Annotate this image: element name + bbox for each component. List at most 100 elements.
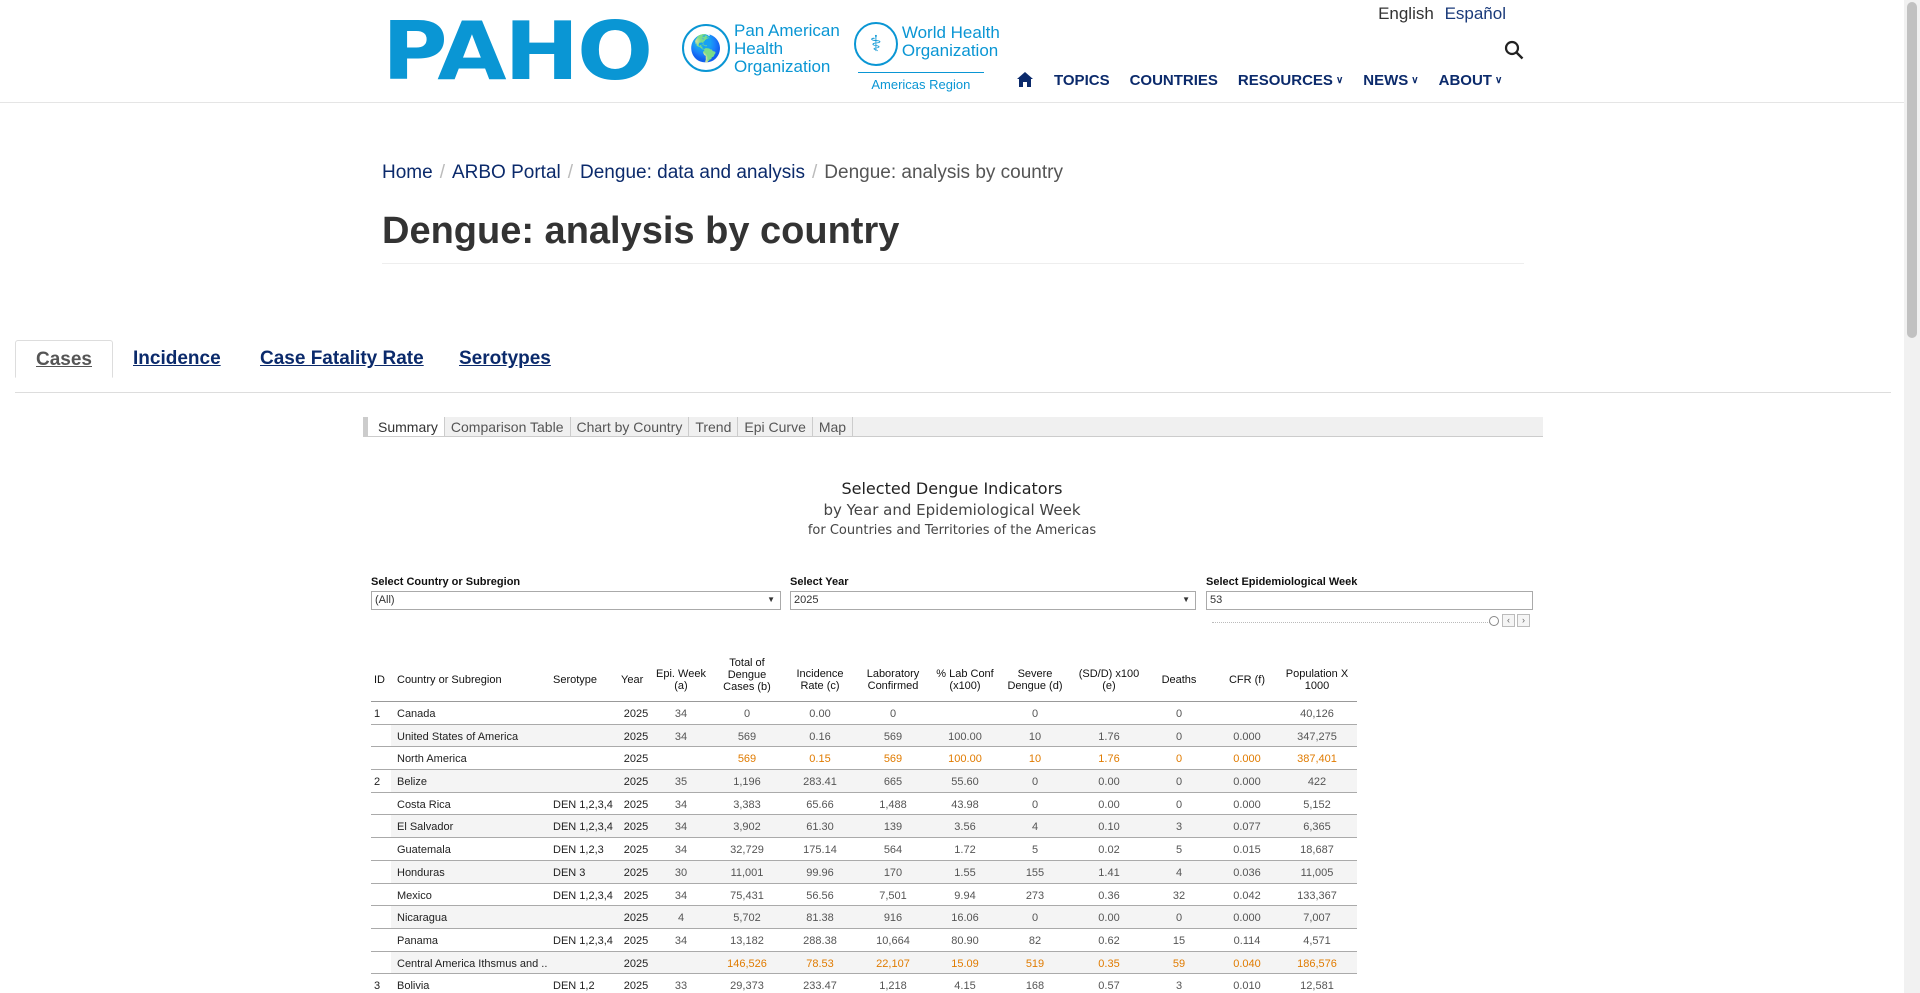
cell-id: 3 <box>374 980 381 993</box>
page-title: Dengue: analysis by country <box>382 210 900 252</box>
cell-lab: 564 <box>883 844 903 857</box>
cell-lab: 1,488 <box>879 798 907 811</box>
subtab-comparison-table[interactable]: Comparison Table <box>445 417 571 436</box>
cell-week: 35 <box>674 776 688 789</box>
indicators-table: ID Country or Subregion Serotype Year Ep… <box>371 657 1357 993</box>
cell-week: 30 <box>674 866 688 879</box>
cell-cases: 29,373 <box>730 980 764 993</box>
cell-inc: 65.66 <box>806 798 834 811</box>
table-body: 1 Canada 2025 34 0 0.00 0 0 0 40,126 United States… <box>371 702 1357 993</box>
cell-cases: 11,001 <box>730 866 764 879</box>
col-sd-ratio: (SD/D) x100 (e) <box>1078 668 1140 692</box>
breadcrumb-home[interactable]: Home <box>382 162 433 183</box>
week-input[interactable]: 53 <box>1206 591 1533 610</box>
cell-cases: 569 <box>737 753 757 766</box>
table-row[interactable]: 2 Belize 2025 35 1,196 283.41 665 55.60 0 0.00 0 0.… <box>371 770 1357 793</box>
nav-resources[interactable]: RESOURCES ∨ <box>1238 72 1343 89</box>
home-icon[interactable] <box>1016 71 1034 89</box>
cell-week: 34 <box>674 844 688 857</box>
year-filter: Select Year 2025 ▼ <box>790 576 1196 610</box>
cell-deaths: 0 <box>1175 730 1183 743</box>
table-row[interactable]: United States of America 2025 34 569 0.16 569… <box>371 724 1357 748</box>
table-row[interactable]: Guatemala DEN 1,2,3 2025 34 32,729 175.14 564 1… <box>371 838 1357 861</box>
col-serotype: Serotype <box>553 674 598 686</box>
paho-logo[interactable]: PAHO 🌎 Pan American Health Organization … <box>382 12 1000 93</box>
table-row[interactable]: Nicaragua 2025 4 5,702 81.38 916 16.06 0 0.00 0 0.… <box>371 906 1357 929</box>
tab-incidence[interactable]: Incidence <box>133 348 221 369</box>
search-icon[interactable] <box>1504 40 1524 60</box>
nav-topics[interactable]: TOPICS <box>1054 71 1110 89</box>
cell-week: 34 <box>674 798 688 811</box>
dropdown-arrow-icon: ▼ <box>1182 595 1190 604</box>
cell-country: Mexico <box>397 889 432 902</box>
cell-inc: 81.38 <box>806 912 834 925</box>
cell-sd: 0.36 <box>1098 889 1120 902</box>
week-slider[interactable]: ‹ › <box>1206 614 1533 628</box>
col-pct-lab: % Lab Conf (x100) <box>936 668 994 692</box>
cell-cases: 13,182 <box>730 934 764 947</box>
subtab-trend[interactable]: Trend <box>689 417 739 436</box>
cell-lab: 665 <box>883 776 903 789</box>
country-select[interactable]: (All) ▼ <box>371 591 781 610</box>
logo-org-line2: Health <box>734 39 784 58</box>
slider-track <box>1212 622 1494 623</box>
subtotal-row[interactable]: Central America Ithsmus and .. 2025 146,52… <box>371 951 1357 975</box>
slider-thumb[interactable] <box>1489 616 1499 626</box>
cell-week: 34 <box>674 934 688 947</box>
cell-serotype: DEN 1,2,3,4 <box>553 934 613 947</box>
tab-serotypes[interactable]: Serotypes <box>459 348 551 369</box>
scrollbar-thumb[interactable] <box>1907 2 1917 338</box>
cell-year: 2025 <box>623 708 649 720</box>
tab-cases[interactable]: Cases <box>15 340 113 378</box>
subtotal-row[interactable]: North America 2025 569 0.15 569 100.00 10 1.76 0… <box>371 747 1357 771</box>
table-row[interactable]: Mexico DEN 1,2,3,4 2025 34 75,431 56.56 7,501 9… <box>371 884 1357 907</box>
row-background <box>391 951 1357 974</box>
cell-lab: 7,501 <box>879 889 907 902</box>
table-row[interactable]: El Salvador DEN 1,2,3,4 2025 34 3,902 61.30 13… <box>371 815 1357 839</box>
cell-week: 33 <box>674 980 688 993</box>
row-background <box>391 906 1357 928</box>
table-row[interactable]: Honduras DEN 3 2025 30 11,001 99.96 170 1.55 155… <box>371 860 1357 884</box>
tab-case-fatality-rate[interactable]: Case Fatality Rate <box>260 348 424 369</box>
cell-year: 2025 <box>623 844 649 857</box>
cell-inc: 175.14 <box>803 844 837 857</box>
table-row[interactable]: Costa Rica DEN 1,2,3,4 2025 34 3,383 65.66 1,4… <box>371 793 1357 816</box>
row-background <box>391 770 1357 792</box>
cell-severe: 0 <box>1031 912 1039 925</box>
cell-lab: 170 <box>883 866 903 879</box>
subtab-chart-by-country[interactable]: Chart by Country <box>571 417 690 436</box>
subtab-map[interactable]: Map <box>813 417 854 436</box>
cell-cases: 569 <box>737 730 757 743</box>
chevron-left-icon[interactable]: ‹ <box>1502 614 1515 627</box>
cell-pct: 80.90 <box>951 934 979 947</box>
cell-year: 2025 <box>623 889 649 902</box>
year-select[interactable]: 2025 ▼ <box>790 591 1196 610</box>
dashboard-title: Selected Dengue Indicators <box>841 479 1063 498</box>
lang-english[interactable]: English <box>1378 4 1434 23</box>
cell-id: 2 <box>374 776 381 789</box>
table-row[interactable]: 3 Bolivia DEN 1,2 2025 33 29,373 233.47 1,218 4.… <box>371 974 1357 993</box>
breadcrumb-arbo-portal[interactable]: ARBO Portal <box>451 162 561 183</box>
breadcrumb-dengue-data[interactable]: Dengue: data and analysis <box>580 162 806 183</box>
cell-sd: 0.62 <box>1098 934 1120 947</box>
globe-icon: 🌎 <box>682 24 730 72</box>
chevron-right-icon[interactable]: › <box>1517 614 1530 627</box>
page-scrollbar[interactable] <box>1904 0 1920 993</box>
cell-country: Bolivia <box>397 980 430 993</box>
cell-cfr: 0.000 <box>1233 753 1261 766</box>
table-row[interactable]: 1 Canada 2025 34 0 0.00 0 0 0 40,126 <box>371 702 1357 725</box>
cell-cfr: 0.036 <box>1233 866 1261 879</box>
language-switcher: English Español <box>1372 4 1506 24</box>
nav-countries[interactable]: COUNTRIES <box>1129 71 1218 89</box>
nav-about[interactable]: ABOUT ∨ <box>1439 72 1503 89</box>
who-region: Americas Region <box>857 72 984 92</box>
cell-week: 34 <box>674 889 688 902</box>
nav-news[interactable]: NEWS ∨ <box>1363 72 1418 89</box>
main-tabs: Cases Incidence Case Fatality Rate Serot… <box>15 340 1891 393</box>
subtab-summary[interactable]: Summary <box>363 417 445 436</box>
col-total-cases: Total of Dengue Cases (b) <box>723 657 771 693</box>
lang-spanish[interactable]: Español <box>1444 4 1506 23</box>
table-row[interactable]: Panama DEN 1,2,3,4 2025 34 13,182 288.38 10,66… <box>371 929 1357 952</box>
subtab-epi-curve[interactable]: Epi Curve <box>738 417 813 436</box>
country-select-value: (All) <box>375 594 395 606</box>
